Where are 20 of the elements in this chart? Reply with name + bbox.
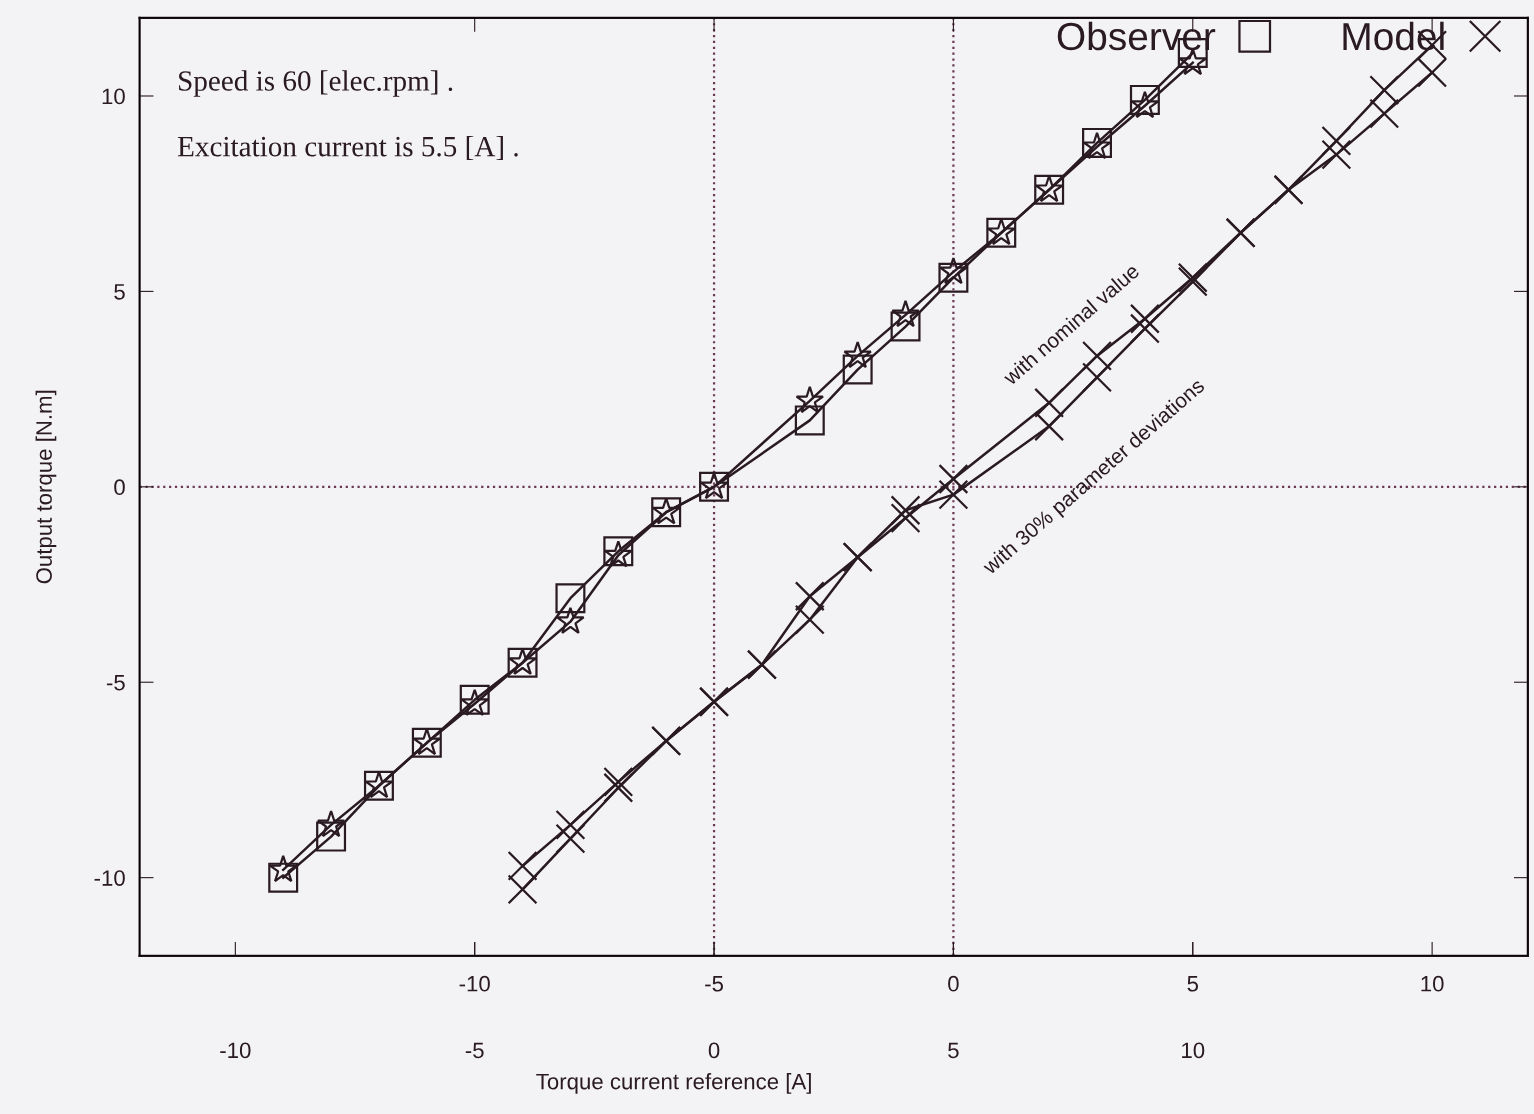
legend-label: Observer — [1057, 21, 1216, 51]
y-tick-label: 5 — [114, 284, 125, 300]
x2-tick-label: 0 — [708, 1042, 720, 1059]
x-tick-label: -10 — [459, 975, 490, 992]
x-tick-label: 5 — [1187, 976, 1199, 992]
y-tick-label: -5 — [106, 675, 125, 691]
x2-tick-label: -10 — [220, 1042, 251, 1059]
x-tick-label: -5 — [705, 976, 723, 992]
x-tick-label: 0 — [948, 975, 959, 992]
y-tick-label: -10 — [94, 870, 125, 886]
y-tick-label: 0 — [114, 479, 125, 496]
x-tick-label: 10 — [1421, 975, 1444, 992]
x-axis-title: Torque current reference [A] — [536, 1073, 811, 1094]
annotation: Excitation current is 5.5 [A] . — [177, 135, 518, 161]
x2-tick-label: -5 — [465, 1042, 484, 1059]
y-axis-title: Output torque [N.m] — [35, 390, 57, 584]
x2-tick-label: 5 — [948, 1042, 959, 1059]
x2-tick-label: 10 — [1182, 1042, 1205, 1059]
annotation: Speed is 60 [elec.rpm] . — [179, 70, 453, 97]
y-tick-label: 10 — [102, 88, 125, 105]
